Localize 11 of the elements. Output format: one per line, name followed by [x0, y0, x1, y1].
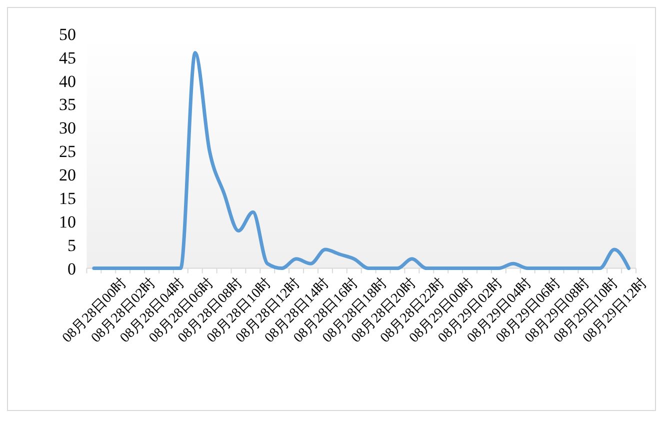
y-tick-label: 35	[59, 95, 76, 114]
y-tick-label: 40	[59, 72, 76, 91]
y-tick-label: 0	[68, 259, 76, 278]
y-tick-label: 45	[59, 48, 76, 68]
y-tick-label: 15	[59, 188, 76, 208]
y-tick-label: 5	[68, 236, 76, 255]
y-tick-label: 30	[59, 118, 76, 138]
y-tick-label: 10	[59, 212, 76, 232]
y-tick-label: 25	[59, 142, 76, 162]
y-tick-label: 20	[59, 166, 76, 185]
y-tick-label: 50	[59, 24, 76, 44]
